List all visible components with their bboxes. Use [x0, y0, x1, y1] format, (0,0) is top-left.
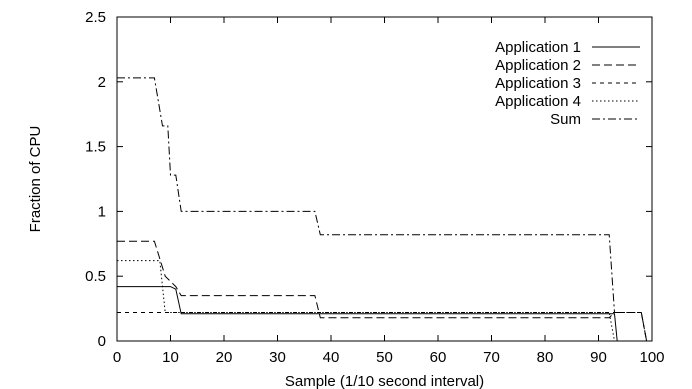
legend-label: Application 1 — [495, 39, 581, 56]
x-tick-label: 70 — [483, 349, 500, 366]
x-tick-label: 100 — [639, 349, 664, 366]
x-axis-label: Sample (1/10 second interval) — [285, 373, 484, 389]
legend-label: Sum — [550, 111, 581, 128]
y-tick-label: 1.5 — [85, 139, 106, 156]
series-line-3 — [117, 312, 648, 342]
plot-frame — [116, 16, 653, 342]
y-tick-label: 0.5 — [85, 268, 106, 285]
x-tick-label: 50 — [376, 349, 393, 366]
series-lines — [117, 77, 648, 342]
y-tick-label: 1 — [98, 203, 106, 220]
x-tick-label: 20 — [216, 349, 233, 366]
series-line-5 — [117, 77, 648, 342]
y-tick-label: 2.5 — [85, 9, 106, 26]
series-line-4 — [117, 260, 615, 342]
legend-label: Application 4 — [495, 93, 581, 110]
legend-label: Application 3 — [495, 75, 581, 92]
y-tick-label: 0 — [98, 333, 106, 350]
x-tick-label: 0 — [113, 349, 121, 366]
y-tick-label: 2 — [98, 74, 106, 91]
legend-label: Application 2 — [495, 57, 581, 74]
x-tick-label: 40 — [323, 349, 340, 366]
y-axis-label: Fraction of CPU — [27, 126, 44, 233]
x-tick-label: 10 — [162, 349, 179, 366]
x-tick-label: 80 — [537, 349, 554, 366]
x-tick-label: 30 — [269, 349, 286, 366]
series-line-1 — [117, 286, 618, 342]
x-tick-label: 60 — [430, 349, 447, 366]
x-tick-label: 90 — [590, 349, 607, 366]
axis-ticks: 0 10 20 30 40 50 60 70 80 90 100 0 0.5 1 1.5 2 2.5 — [85, 9, 664, 366]
series-line-2 — [117, 240, 648, 342]
